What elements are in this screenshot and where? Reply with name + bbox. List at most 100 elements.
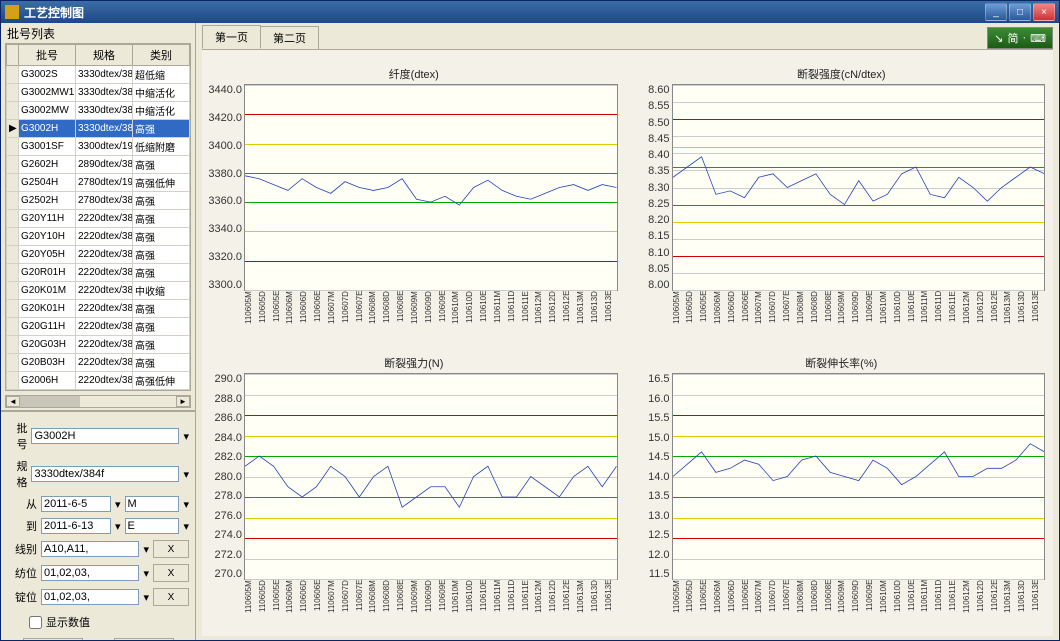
table-row[interactable]: G20Y10H2220dtex/384f高强 [7, 228, 190, 246]
table-header[interactable]: 批号 [19, 45, 76, 66]
show-values-checkbox[interactable] [29, 616, 42, 629]
dropdown-icon[interactable]: ▾ [143, 591, 149, 604]
table-header[interactable]: 规格 [76, 45, 133, 66]
table-cell: 2220dtex/384f [76, 318, 133, 336]
maximize-button[interactable]: □ [1009, 3, 1031, 21]
x-tick-label: 110609M [837, 291, 851, 331]
table-cell: G3002H [19, 120, 76, 138]
dropdown-icon[interactable]: ▾ [183, 498, 189, 511]
line-clear-button[interactable]: X [153, 540, 189, 558]
table-row[interactable]: G20R01H2220dtex/384f高强 [7, 264, 190, 282]
data-series [673, 85, 1045, 290]
table-row[interactable]: G20B03H2220dtex/384f高强 [7, 354, 190, 372]
minimize-button[interactable]: _ [985, 3, 1007, 21]
scroll-right-icon[interactable]: ► [176, 396, 190, 407]
table-cell: 3330dtex/384f [76, 120, 133, 138]
x-tick-label: 110610D [465, 580, 479, 620]
x-tick-label: 110609E [865, 291, 879, 331]
x-tick-label: 110613D [590, 291, 604, 331]
batch-input[interactable] [31, 428, 179, 444]
table-row[interactable]: G3002MW13330dtex/384f中缩活化 [7, 84, 190, 102]
from-date-input[interactable] [41, 496, 111, 512]
x-tick-label: 110609D [424, 291, 438, 331]
dropdown-icon[interactable]: ▾ [115, 520, 121, 533]
table-cell: G3002S [19, 66, 76, 84]
table-cell: 2220dtex/384f [76, 336, 133, 354]
x-tick-label: 110608E [824, 291, 838, 331]
x-tick-label: 110607M [327, 580, 341, 620]
table-cell: 2220dtex/384f [76, 354, 133, 372]
x-tick-label: 110613E [604, 580, 618, 620]
horizontal-scrollbar[interactable]: ◄ ► [5, 395, 191, 408]
table-cell: 高强 [133, 354, 190, 372]
x-tick-label: 110612E [562, 291, 576, 331]
x-tick-label: 110606M [713, 580, 727, 620]
x-tick-label: 110608D [382, 291, 396, 331]
titlebar[interactable]: 工艺控制图 _ □ × [1, 1, 1059, 23]
scroll-thumb[interactable] [20, 396, 80, 407]
line-select[interactable] [41, 541, 139, 557]
table-row[interactable]: G2502H2780dtex/384f高强 [7, 192, 190, 210]
chart-container: 断裂强度(cN/dtex)8.608.558.508.458.408.358.3… [638, 66, 1046, 331]
tab-page2[interactable]: 第二页 [260, 26, 319, 49]
from-shift-select[interactable] [125, 496, 180, 512]
x-tick-label: 110606D [299, 291, 313, 331]
x-axis: 110605M110605D110605E110606M110606D11060… [638, 291, 1046, 331]
table-row[interactable]: G2006H2220dtex/384f高强低伸 [7, 372, 190, 390]
to-date-input[interactable] [41, 518, 111, 534]
x-tick-label: 110610D [893, 291, 907, 331]
table-row[interactable]: G2504H2780dtex/192f高强低伸 [7, 174, 190, 192]
chart-container: 断裂强力(N)290.0288.0286.0284.0282.0280.0278… [210, 355, 618, 620]
x-tick-label: 110608M [368, 291, 382, 331]
twist-select[interactable] [41, 589, 139, 605]
x-tick-label: 110613E [604, 291, 618, 331]
batch-table[interactable]: 批号规格类别 G3002S3330dtex/384f超低缩G3002MW1333… [5, 43, 191, 391]
dropdown-icon[interactable]: ▾ [183, 468, 189, 481]
dropdown-icon[interactable]: ▾ [143, 567, 149, 580]
dropdown-icon[interactable]: ▾ [115, 498, 121, 511]
table-cell: G20Y11H [19, 210, 76, 228]
table-row[interactable]: G20K01M2220dtex/384f中收缩 [7, 282, 190, 300]
table-header[interactable]: 类别 [133, 45, 190, 66]
chart-container: 纤度(dtex)3440.03420.03400.03380.03360.033… [210, 66, 618, 331]
x-tick-label: 110606D [299, 580, 313, 620]
ime-arrow-icon: ↘ [994, 32, 1003, 45]
to-shift-select[interactable] [125, 518, 180, 534]
chart-title: 纤度(dtex) [210, 66, 618, 82]
table-cell: 3330dtex/384f [76, 84, 133, 102]
spin-select[interactable] [41, 565, 139, 581]
table-row[interactable]: G20Y11H2220dtex/384f高强 [7, 210, 190, 228]
x-tick-label: 110607M [327, 291, 341, 331]
dropdown-icon[interactable]: ▾ [183, 520, 189, 533]
spin-clear-button[interactable]: X [153, 564, 189, 582]
tab-page1[interactable]: 第一页 [202, 25, 261, 49]
ime-badge[interactable]: ↘ 简 · ⌨ [987, 27, 1053, 49]
table-row[interactable]: G20G11H2220dtex/384f高强 [7, 318, 190, 336]
x-tick-label: 110606D [727, 580, 741, 620]
x-tick-label: 110611E [521, 291, 535, 331]
query-button[interactable]: 查 询 [23, 638, 83, 640]
table-row[interactable]: G20K01H2220dtex/384f高强 [7, 300, 190, 318]
scroll-left-icon[interactable]: ◄ [6, 396, 20, 407]
x-tick-label: 110613E [1031, 291, 1045, 331]
x-tick-label: 110605E [272, 291, 286, 331]
table-row[interactable]: G20Y05H2220dtex/384f高强 [7, 246, 190, 264]
table-row[interactable]: ▶G3002H3330dtex/384f高强 [7, 120, 190, 138]
dropdown-icon[interactable]: ▾ [143, 543, 149, 556]
dropdown-icon[interactable]: ▾ [183, 430, 189, 443]
table-row[interactable]: G2602H2890dtex/384f高强 [7, 156, 190, 174]
x-tick-label: 110605M [244, 580, 258, 620]
spec-input[interactable] [31, 466, 179, 482]
table-row[interactable]: G3002S3330dtex/384f超低缩 [7, 66, 190, 84]
table-cell: G2502H [19, 192, 76, 210]
to-label: 到 [7, 518, 37, 534]
close-panel-button[interactable]: 关 闭 [114, 638, 174, 640]
plot-area [244, 373, 618, 580]
batch-label: 批号 [7, 420, 27, 452]
table-row[interactable]: G3001SF3300dtex/192f低缩附磨 [7, 138, 190, 156]
x-tick-label: 110608E [396, 580, 410, 620]
close-button[interactable]: × [1033, 3, 1055, 21]
twist-clear-button[interactable]: X [153, 588, 189, 606]
table-row[interactable]: G3002MW3330dtex/384f中缩活化 [7, 102, 190, 120]
table-row[interactable]: G20G03H2220dtex/384f高强 [7, 336, 190, 354]
